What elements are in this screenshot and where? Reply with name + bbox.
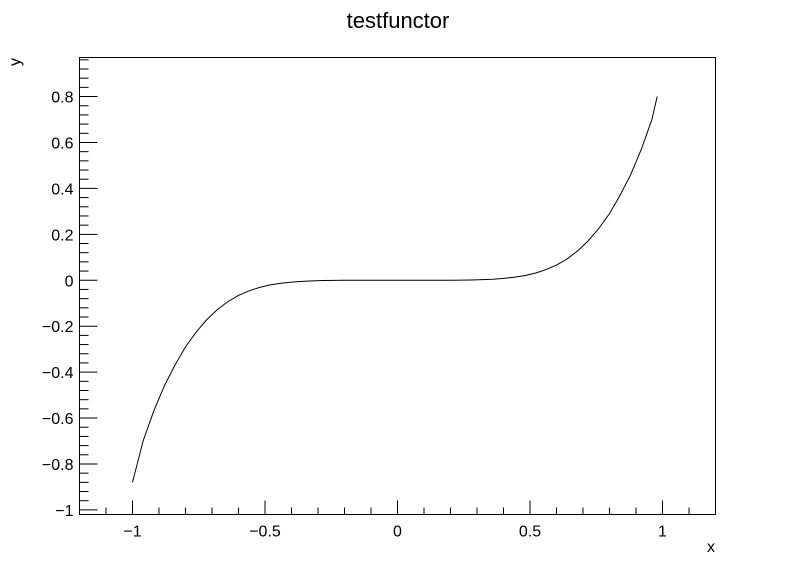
chart-title: testfunctor	[347, 8, 450, 33]
y-tick-label: 0.6	[51, 135, 73, 152]
x-tick-label: 1	[658, 524, 667, 541]
y-tick-label: −0.8	[42, 457, 74, 474]
series-line	[132, 96, 658, 483]
x-tick-label: −1	[123, 524, 141, 541]
y-axis-title: y	[7, 58, 24, 66]
y-tick-label: −0.6	[42, 411, 74, 428]
plot-frame	[79, 57, 716, 515]
y-tick-label: 0.2	[51, 227, 73, 244]
y-tick-label: −0.2	[42, 319, 74, 336]
x-tick-label: −0.5	[249, 524, 281, 541]
y-tick-label: 0.4	[51, 181, 73, 198]
x-tick-label: 0	[393, 524, 402, 541]
x-axis: −1 −0.5 0 0.5 1	[105, 500, 716, 541]
y-tick-label: −1	[55, 503, 73, 520]
y-tick-label: −0.4	[42, 365, 74, 382]
x-tick-label: 0.5	[519, 524, 541, 541]
y-tick-label: 0.8	[51, 90, 73, 107]
y-tick-label: 0	[65, 273, 74, 290]
y-axis: −1 −0.8 −0.6 −0.4 −0.2 0 0.2 0.4 0.6 0.8	[42, 59, 98, 520]
x-axis-title: x	[707, 539, 715, 556]
